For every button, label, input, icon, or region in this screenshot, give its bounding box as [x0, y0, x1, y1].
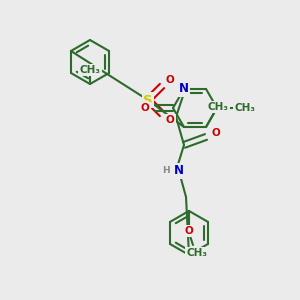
Text: CH₃: CH₃ [208, 102, 229, 112]
Text: N: N [179, 82, 189, 95]
Text: CH₃: CH₃ [235, 103, 256, 113]
Text: O: O [166, 115, 174, 125]
Text: O: O [141, 103, 149, 113]
Text: S: S [143, 94, 153, 106]
Text: O: O [212, 128, 220, 138]
Text: CH₃: CH₃ [187, 248, 208, 258]
Text: H: H [162, 167, 170, 176]
Text: N: N [174, 164, 184, 177]
Text: CH₃: CH₃ [80, 65, 100, 75]
Text: O: O [166, 75, 174, 85]
Text: O: O [184, 226, 194, 236]
